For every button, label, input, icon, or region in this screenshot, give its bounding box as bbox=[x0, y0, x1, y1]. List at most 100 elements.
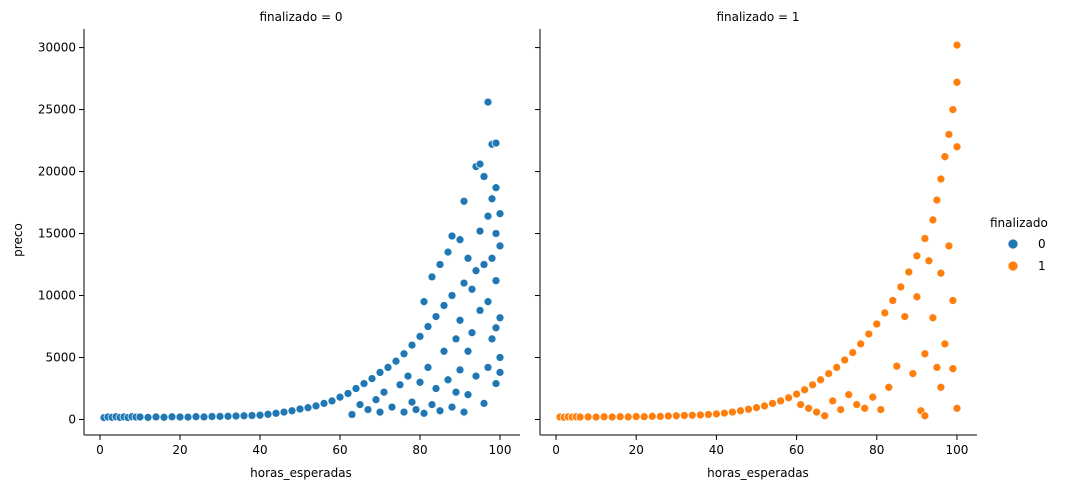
data-point bbox=[467, 284, 477, 294]
data-point bbox=[415, 377, 425, 387]
data-point bbox=[900, 312, 910, 321]
panel-left-x-ticks: 0 20 40 60 80 100 bbox=[96, 435, 511, 457]
panel-left-x-axis-label: horas_esperadas bbox=[250, 466, 352, 480]
data-point bbox=[631, 412, 641, 421]
data-point bbox=[427, 400, 437, 409]
data-point bbox=[463, 346, 473, 356]
y-tick-label: 25000 bbox=[38, 103, 76, 117]
data-point bbox=[455, 235, 465, 245]
data-point bbox=[948, 364, 958, 374]
y-tick-label: 5000 bbox=[45, 351, 76, 365]
data-point bbox=[271, 408, 281, 418]
data-point bbox=[944, 130, 954, 139]
data-point bbox=[487, 253, 497, 263]
data-point bbox=[475, 306, 485, 315]
data-point bbox=[655, 412, 665, 421]
data-point bbox=[812, 407, 821, 417]
x-tick-label: 100 bbox=[489, 443, 512, 457]
data-point bbox=[471, 371, 481, 381]
panel-left: finalizado = 0 0 20 40 60 80 100 0 5000 10000 15… bbox=[38, 10, 520, 480]
data-point bbox=[912, 251, 922, 261]
data-point bbox=[191, 412, 201, 422]
data-point bbox=[183, 412, 193, 422]
panel-right: finalizado = 1 0 20 40 60 80 100 horas_espera… bbox=[535, 10, 977, 480]
data-point bbox=[419, 408, 429, 418]
y-tick-label: 20000 bbox=[38, 165, 76, 179]
data-point bbox=[728, 407, 737, 417]
data-point bbox=[487, 334, 497, 344]
panel-left-title: finalizado = 0 bbox=[259, 10, 342, 24]
data-point bbox=[663, 411, 673, 421]
data-point bbox=[491, 276, 501, 286]
data-point bbox=[479, 260, 489, 269]
x-tick-label: 60 bbox=[789, 443, 804, 457]
data-point bbox=[804, 403, 813, 413]
data-point bbox=[948, 296, 958, 305]
data-point bbox=[820, 411, 830, 421]
data-point bbox=[439, 301, 449, 310]
data-point bbox=[483, 297, 493, 307]
data-point bbox=[744, 404, 753, 414]
legend: finalizado 01 bbox=[990, 216, 1048, 273]
data-point bbox=[479, 399, 489, 408]
data-point bbox=[443, 247, 453, 257]
y-tick-label: 10000 bbox=[38, 289, 76, 303]
data-point bbox=[135, 412, 145, 422]
y-tick-label: 15000 bbox=[38, 227, 76, 241]
data-point bbox=[411, 405, 421, 414]
data-point bbox=[940, 339, 950, 349]
data-point bbox=[948, 105, 958, 114]
data-point bbox=[255, 410, 265, 420]
data-point bbox=[399, 349, 409, 359]
data-point bbox=[792, 389, 801, 399]
data-point bbox=[451, 334, 461, 344]
data-point bbox=[483, 97, 493, 107]
data-point bbox=[952, 77, 962, 87]
panel-right-y-ticks bbox=[535, 47, 540, 421]
data-point bbox=[928, 313, 938, 323]
x-tick-label: 100 bbox=[946, 443, 969, 457]
data-point bbox=[720, 408, 729, 418]
legend-marker bbox=[1007, 260, 1019, 272]
data-point bbox=[447, 402, 457, 412]
panel-right-title: finalizado = 1 bbox=[716, 10, 799, 24]
data-point bbox=[351, 384, 361, 393]
data-point bbox=[840, 355, 850, 365]
data-point bbox=[936, 382, 946, 392]
data-point bbox=[575, 412, 585, 422]
data-point bbox=[495, 368, 505, 377]
data-point bbox=[712, 409, 721, 419]
data-point bbox=[199, 412, 209, 422]
data-point bbox=[495, 209, 505, 219]
data-point bbox=[908, 369, 918, 378]
panel-left-points bbox=[99, 97, 505, 422]
data-point bbox=[223, 411, 233, 421]
data-point bbox=[475, 159, 485, 169]
legend-entries: 01 bbox=[1007, 237, 1046, 273]
data-point bbox=[343, 389, 353, 398]
data-point bbox=[247, 411, 257, 420]
panel-right-x-axis-label: horas_esperadas bbox=[707, 466, 809, 480]
data-point bbox=[808, 380, 817, 390]
data-point bbox=[940, 152, 950, 162]
data-point bbox=[828, 396, 838, 406]
data-point bbox=[760, 401, 769, 411]
data-point bbox=[415, 332, 425, 341]
data-point bbox=[363, 405, 373, 414]
data-point bbox=[932, 195, 942, 205]
data-point bbox=[852, 400, 862, 409]
data-point bbox=[467, 328, 477, 338]
data-point bbox=[175, 412, 185, 422]
data-point bbox=[491, 183, 501, 193]
data-point bbox=[375, 368, 385, 377]
data-point bbox=[904, 267, 914, 277]
data-point bbox=[239, 411, 249, 421]
data-point bbox=[263, 409, 273, 419]
data-point bbox=[844, 390, 854, 400]
data-point bbox=[896, 282, 906, 292]
data-point bbox=[932, 363, 942, 372]
x-tick-label: 80 bbox=[412, 443, 427, 457]
data-point bbox=[483, 363, 493, 372]
data-point bbox=[599, 412, 609, 422]
